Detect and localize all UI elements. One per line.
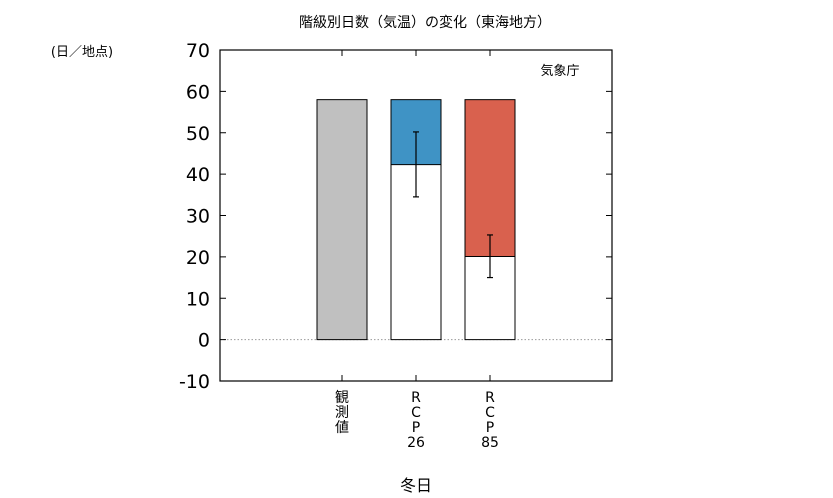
y-tick-label-30: 30: [186, 206, 210, 228]
y-tick-label-50: 50: [186, 123, 210, 145]
source-credit: 気象庁: [540, 63, 579, 79]
category-label-0-line-0: 観: [335, 389, 349, 406]
category-label-1-line-1: C: [411, 405, 421, 421]
category-label-2-line-2: P: [486, 420, 494, 436]
y-tick-label-10: 10: [186, 288, 210, 310]
y-tick-label-60: 60: [186, 81, 210, 103]
category-label-1-line-3: 26: [407, 435, 425, 451]
y-tick-label-0: 0: [198, 330, 210, 352]
y-tick-label--10: -10: [179, 371, 210, 393]
bar-2-change: [465, 99, 515, 257]
category-label-2-line-0: R: [485, 390, 495, 406]
category-label-0-line-1: 測: [335, 405, 349, 421]
bar-0: [316, 99, 368, 341]
bar-2-outline: [464, 99, 516, 341]
x-axis-label: 冬日: [400, 476, 432, 495]
y-tick-label-70: 70: [186, 40, 210, 62]
chart-title: 階級別日数（気温）の変化（東海地方）: [299, 14, 551, 31]
y-tick-label-40: 40: [186, 164, 210, 186]
bar-1-outline: [390, 99, 442, 341]
category-label-1-line-2: P: [412, 420, 420, 436]
y-axis-label: (日／地点): [51, 45, 113, 60]
category-label-2-line-1: C: [485, 405, 495, 421]
category-label-1-line-0: R: [411, 390, 421, 406]
category-label-0-line-2: 値: [335, 420, 349, 436]
y-tick-label-20: 20: [186, 247, 210, 269]
category-label-2-line-3: 85: [481, 435, 499, 451]
